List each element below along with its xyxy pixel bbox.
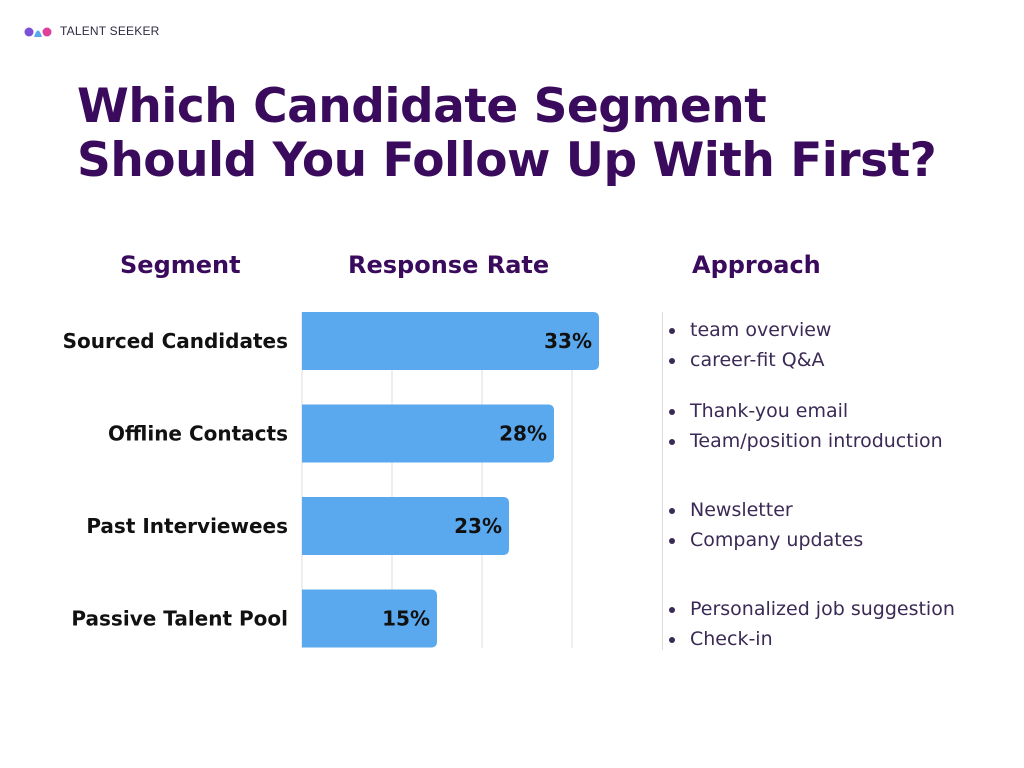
brand: TALENT SEEKER [24,20,160,42]
category-label: Past Interviewees [86,514,288,538]
approach-item: Personalized job suggestion [668,594,955,624]
category-label: Sourced Candidates [63,329,288,353]
title-line-2: Should You Follow Up With First? [77,133,937,188]
approach-list-sourced: team overview career-fit Q&A [668,315,831,375]
category-label: Offline Contacts [108,422,288,446]
approach-column-header: Approach [692,251,821,279]
bar [302,589,437,648]
category-label: Passive Talent Pool [71,607,288,631]
bar-value-label: 28% [499,422,547,446]
title-line-1: Which Candidate Segment [77,79,767,134]
approach-item: Check-in [668,624,955,654]
bar-value-label: 33% [544,329,592,353]
approach-item: Company updates [668,525,863,555]
approach-item: Team/position introduction [668,426,943,456]
segment-column-header: Segment [120,251,241,279]
approach-item: team overview [668,315,831,345]
approach-list-past: Newsletter Company updates [668,495,863,555]
approach-item: Newsletter [668,495,863,525]
bar-value-label: 23% [454,514,502,538]
approach-divider [662,312,663,650]
approach-list-passive: Personalized job suggestion Check-in [668,594,955,654]
bar [302,497,509,555]
bar [302,404,554,463]
bar [302,312,599,370]
page-title: Which Candidate Segment Should You Follo… [77,80,1007,188]
brand-name: TALENT SEEKER [60,24,160,38]
approach-item: Thank-you email [668,396,943,426]
response-rate-column-header: Response Rate [348,251,550,279]
bar-value-label: 15% [382,607,430,631]
brand-logo-icon [24,27,52,37]
approach-item: career-fit Q&A [668,345,831,375]
approach-list-offline: Thank-you email Team/position introducti… [668,396,943,456]
